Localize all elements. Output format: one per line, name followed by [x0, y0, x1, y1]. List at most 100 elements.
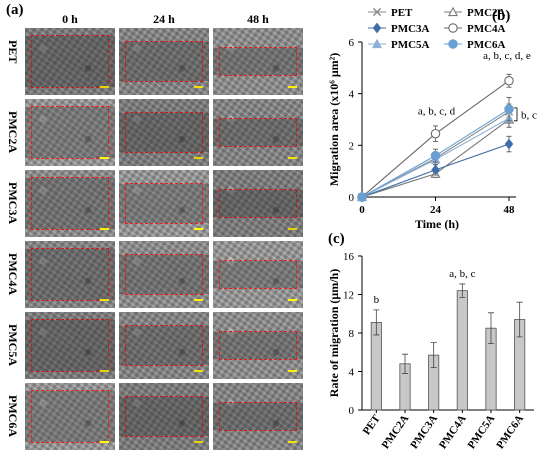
- scale-bar: [194, 299, 203, 301]
- micrograph-pmc2a-1: [119, 99, 209, 166]
- scale-bar: [194, 86, 203, 88]
- panel-b-label: (b): [492, 8, 511, 24]
- scale-bar: [100, 228, 109, 230]
- x-tick-label-1: 24: [430, 204, 442, 216]
- wound-outline: [125, 254, 203, 295]
- y-axis-title: Rate of migration (μm/h): [327, 269, 341, 397]
- error-bar: [488, 312, 494, 344]
- wound-gap: [119, 255, 209, 294]
- scale-bar: [100, 299, 109, 301]
- bar-group-pet: PET b: [361, 294, 383, 437]
- row-label-pmc4a: PMC4A: [6, 253, 20, 295]
- wound-outline: [125, 112, 203, 153]
- error-bar: [516, 301, 523, 338]
- wound-gap: [119, 326, 209, 365]
- column-header-0: 0 h: [62, 12, 78, 26]
- series-pmc6a: [357, 97, 514, 202]
- wound-outline: [31, 390, 109, 443]
- scale-bar: [288, 228, 297, 230]
- bar-group-pmc5a: PMC5A: [466, 312, 498, 451]
- legend-marker: [372, 7, 382, 17]
- y-tick-label-4: 16: [343, 251, 355, 263]
- scale-bar: [100, 86, 109, 88]
- legend-entry-pmc3a: PMC3A: [368, 22, 430, 35]
- error-bar: [373, 309, 380, 336]
- legend-entry-pet: PET: [368, 7, 413, 19]
- wound-gap: [25, 36, 115, 87]
- bar-group-pmc2a: PMC2A: [380, 353, 412, 451]
- bar-pmc4a: [456, 290, 468, 411]
- scale-bar: [100, 370, 109, 372]
- x-tick-label-pmc2a: PMC2A: [380, 413, 412, 451]
- micrograph-pet-2: [213, 28, 303, 95]
- wound-gap: [213, 261, 303, 288]
- scale-bar: [194, 157, 203, 159]
- annotation-24h: a, b, c, d: [418, 105, 456, 117]
- wound-outline: [219, 260, 297, 289]
- wound-outline: [31, 35, 109, 88]
- wound-gap: [119, 184, 209, 223]
- row-label-pmc3a: PMC3A: [6, 182, 20, 224]
- scale-bar: [194, 441, 203, 443]
- wound-gap: [25, 107, 115, 158]
- scale-bar: [100, 441, 109, 443]
- wound-gap: [25, 178, 115, 229]
- panel-a-label: (a): [6, 2, 24, 18]
- row-label-pet: PET: [6, 40, 20, 64]
- x-tick-label-pmc3a: PMC3A: [408, 413, 440, 451]
- legend-entry-pmc4a: PMC4A: [444, 23, 506, 35]
- legend-entry-pmc6a: PMC6A: [444, 39, 506, 51]
- row-label-pmc2a: PMC2A: [6, 111, 20, 153]
- scale-bar: [100, 157, 109, 159]
- wound-outline: [31, 106, 109, 159]
- y-tick-label-2: 8: [349, 328, 355, 340]
- micrograph-pmc4a-1: [119, 241, 209, 308]
- x-tick-label-2: 48: [504, 204, 516, 216]
- row-label-pmc6a: PMC6A: [6, 395, 20, 437]
- wound-outline: [125, 41, 203, 82]
- scale-bar: [194, 228, 203, 230]
- annotation-bracket: [514, 107, 518, 122]
- micrograph-pmc3a-0: [25, 170, 115, 237]
- micrograph-pmc2a-0: [25, 99, 115, 166]
- wound-gap: [213, 48, 303, 75]
- bar-pet: [370, 322, 382, 411]
- data-point: [357, 192, 367, 202]
- wound-outline: [219, 402, 297, 431]
- micrograph-pmc4a-2: [213, 241, 303, 308]
- scale-bar: [288, 299, 297, 301]
- wound-gap: [25, 320, 115, 371]
- y-axis-title: Migration area (x10⁶ μm²): [327, 53, 341, 186]
- bar-group-pmc4a: PMC4A a, b, c: [437, 268, 476, 451]
- micrograph-pmc3a-2: [213, 170, 303, 237]
- wound-outline: [219, 331, 297, 360]
- error-bar: [430, 342, 437, 369]
- data-point: [504, 104, 514, 114]
- error-bar: [459, 283, 466, 298]
- annotation-pet: b: [374, 294, 380, 306]
- x-tick-label-pmc6a: PMC6A: [494, 413, 526, 451]
- legend-label: PET: [391, 7, 413, 19]
- wound-gap: [213, 119, 303, 146]
- wound-outline: [31, 177, 109, 230]
- series-pmc4a: [357, 73, 514, 202]
- wound-outline: [125, 325, 203, 366]
- wound-outline: [219, 47, 297, 76]
- x-tick-label-0: 0: [359, 204, 365, 216]
- series-pmc3a: [357, 135, 514, 203]
- annotation-pmc4a: a, b, c: [449, 268, 475, 280]
- legend-label: PMC4A: [467, 23, 506, 35]
- micrograph-pmc6a-1: [119, 383, 209, 450]
- column-header-1: 24 h: [153, 12, 175, 26]
- y-tick-label-3: 6: [349, 37, 355, 49]
- micrograph-pmc5a-1: [119, 312, 209, 379]
- legend-label: PMC3A: [391, 23, 430, 35]
- row-label-pmc5a: PMC5A: [6, 324, 20, 366]
- x-axis-title: Time (h): [415, 217, 459, 231]
- data-point: [504, 76, 514, 86]
- x-tick-label-pmc5a: PMC5A: [466, 413, 498, 451]
- scale-bar: [288, 370, 297, 372]
- micrograph-pet-0: [25, 28, 115, 95]
